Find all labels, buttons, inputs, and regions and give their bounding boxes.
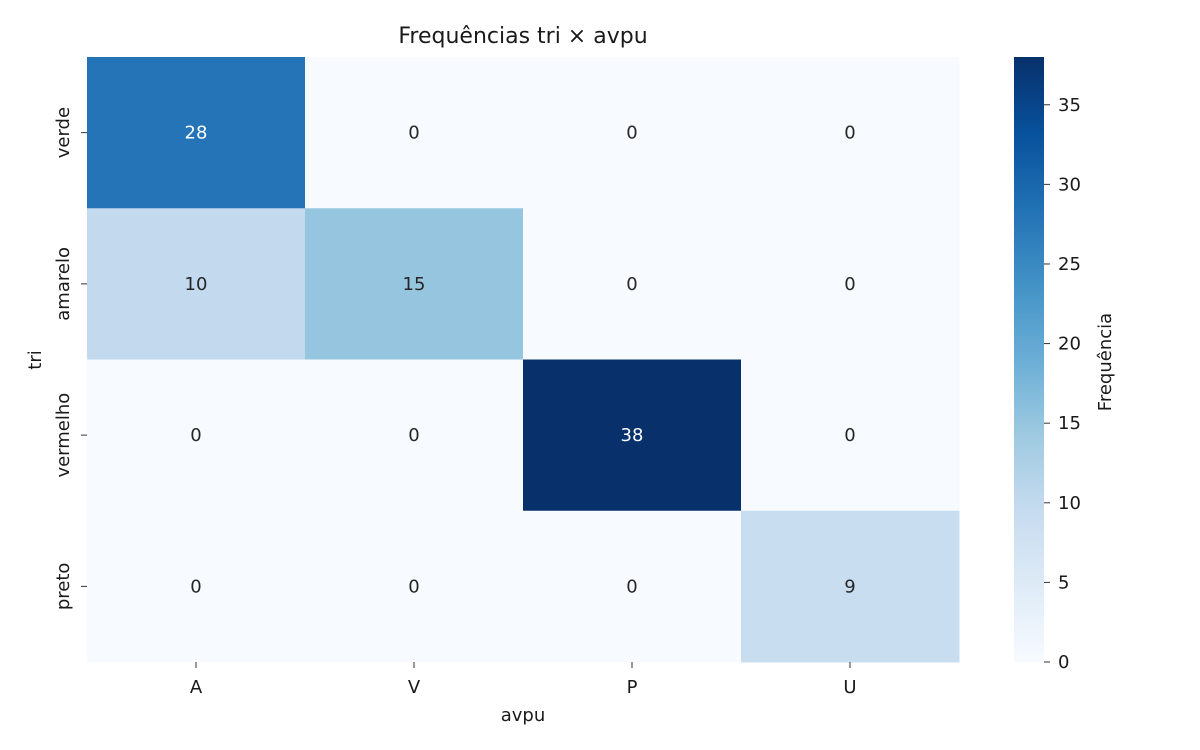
heatmap-cell <box>305 57 524 209</box>
colorbar-tick-label: 20 <box>1058 334 1081 355</box>
x-axis-label: avpu <box>501 705 546 726</box>
colorbar-tick-label: 15 <box>1058 413 1081 434</box>
heatmap-cell <box>305 208 524 360</box>
heatmap-cell <box>87 359 306 512</box>
colorbar-tick-label: 25 <box>1058 254 1081 275</box>
colorbar-tick-label: 5 <box>1058 572 1069 593</box>
heatmap-cell <box>741 57 960 209</box>
y-tick-label: vermelho <box>53 393 74 478</box>
y-tick-label: amarelo <box>53 247 74 321</box>
cell-value-label: 0 <box>844 274 855 295</box>
cell-value-label: 10 <box>185 274 208 295</box>
cell-value-label: 0 <box>844 123 855 144</box>
colorbar-tick-label: 10 <box>1058 493 1081 514</box>
heatmap-cell <box>523 510 742 663</box>
colorbar-tick-label: 0 <box>1058 652 1069 673</box>
cell-value-label: 0 <box>626 274 637 295</box>
cell-value-label: 0 <box>844 425 855 446</box>
heatmap-cell <box>741 510 960 663</box>
cell-value-label: 38 <box>621 425 644 446</box>
cell-value-label: 0 <box>408 123 419 144</box>
cell-value-label: 0 <box>190 576 201 597</box>
colorbar-ticks: 0 5 10 15 20 25 30 35 <box>1044 95 1081 673</box>
y-tick-label: preto <box>53 563 74 611</box>
chart-title: Frequências tri × avpu <box>398 24 647 49</box>
x-tick-label: V <box>408 677 421 698</box>
heatmap-cell <box>741 208 960 360</box>
cell-value-label: 0 <box>408 576 419 597</box>
y-axis-ticks: verde amarelo vermelho preto <box>53 107 87 610</box>
heatmap-cells: 28 0 0 0 10 15 0 0 0 0 38 0 0 0 0 9 <box>87 57 960 663</box>
heatmap-cell <box>523 57 742 209</box>
heatmap-cell <box>87 510 306 663</box>
y-axis-label: tri <box>25 350 46 369</box>
heatmap-cell <box>87 57 306 209</box>
x-tick-label: P <box>627 677 638 698</box>
colorbar-tick-label: 30 <box>1058 174 1081 195</box>
heatmap-cell <box>87 208 306 360</box>
heatmap-cell <box>305 359 524 512</box>
heatmap-cell <box>305 510 524 663</box>
x-tick-label: U <box>843 677 856 698</box>
colorbar-tick-label: 35 <box>1058 95 1081 116</box>
cell-value-label: 9 <box>844 576 855 597</box>
y-tick-label: verde <box>53 107 74 158</box>
heatmap-cell <box>523 359 742 512</box>
heatmap-cell <box>523 208 742 360</box>
heatmap-cell <box>741 359 960 512</box>
cell-value-label: 0 <box>626 123 637 144</box>
cell-value-label: 15 <box>403 274 426 295</box>
colorbar <box>1014 57 1044 662</box>
cell-value-label: 0 <box>190 425 201 446</box>
x-tick-label: A <box>190 677 203 698</box>
cell-value-label: 28 <box>185 123 208 144</box>
cell-value-label: 0 <box>626 576 637 597</box>
colorbar-label: Frequência <box>1095 313 1116 411</box>
cell-value-label: 0 <box>408 425 419 446</box>
